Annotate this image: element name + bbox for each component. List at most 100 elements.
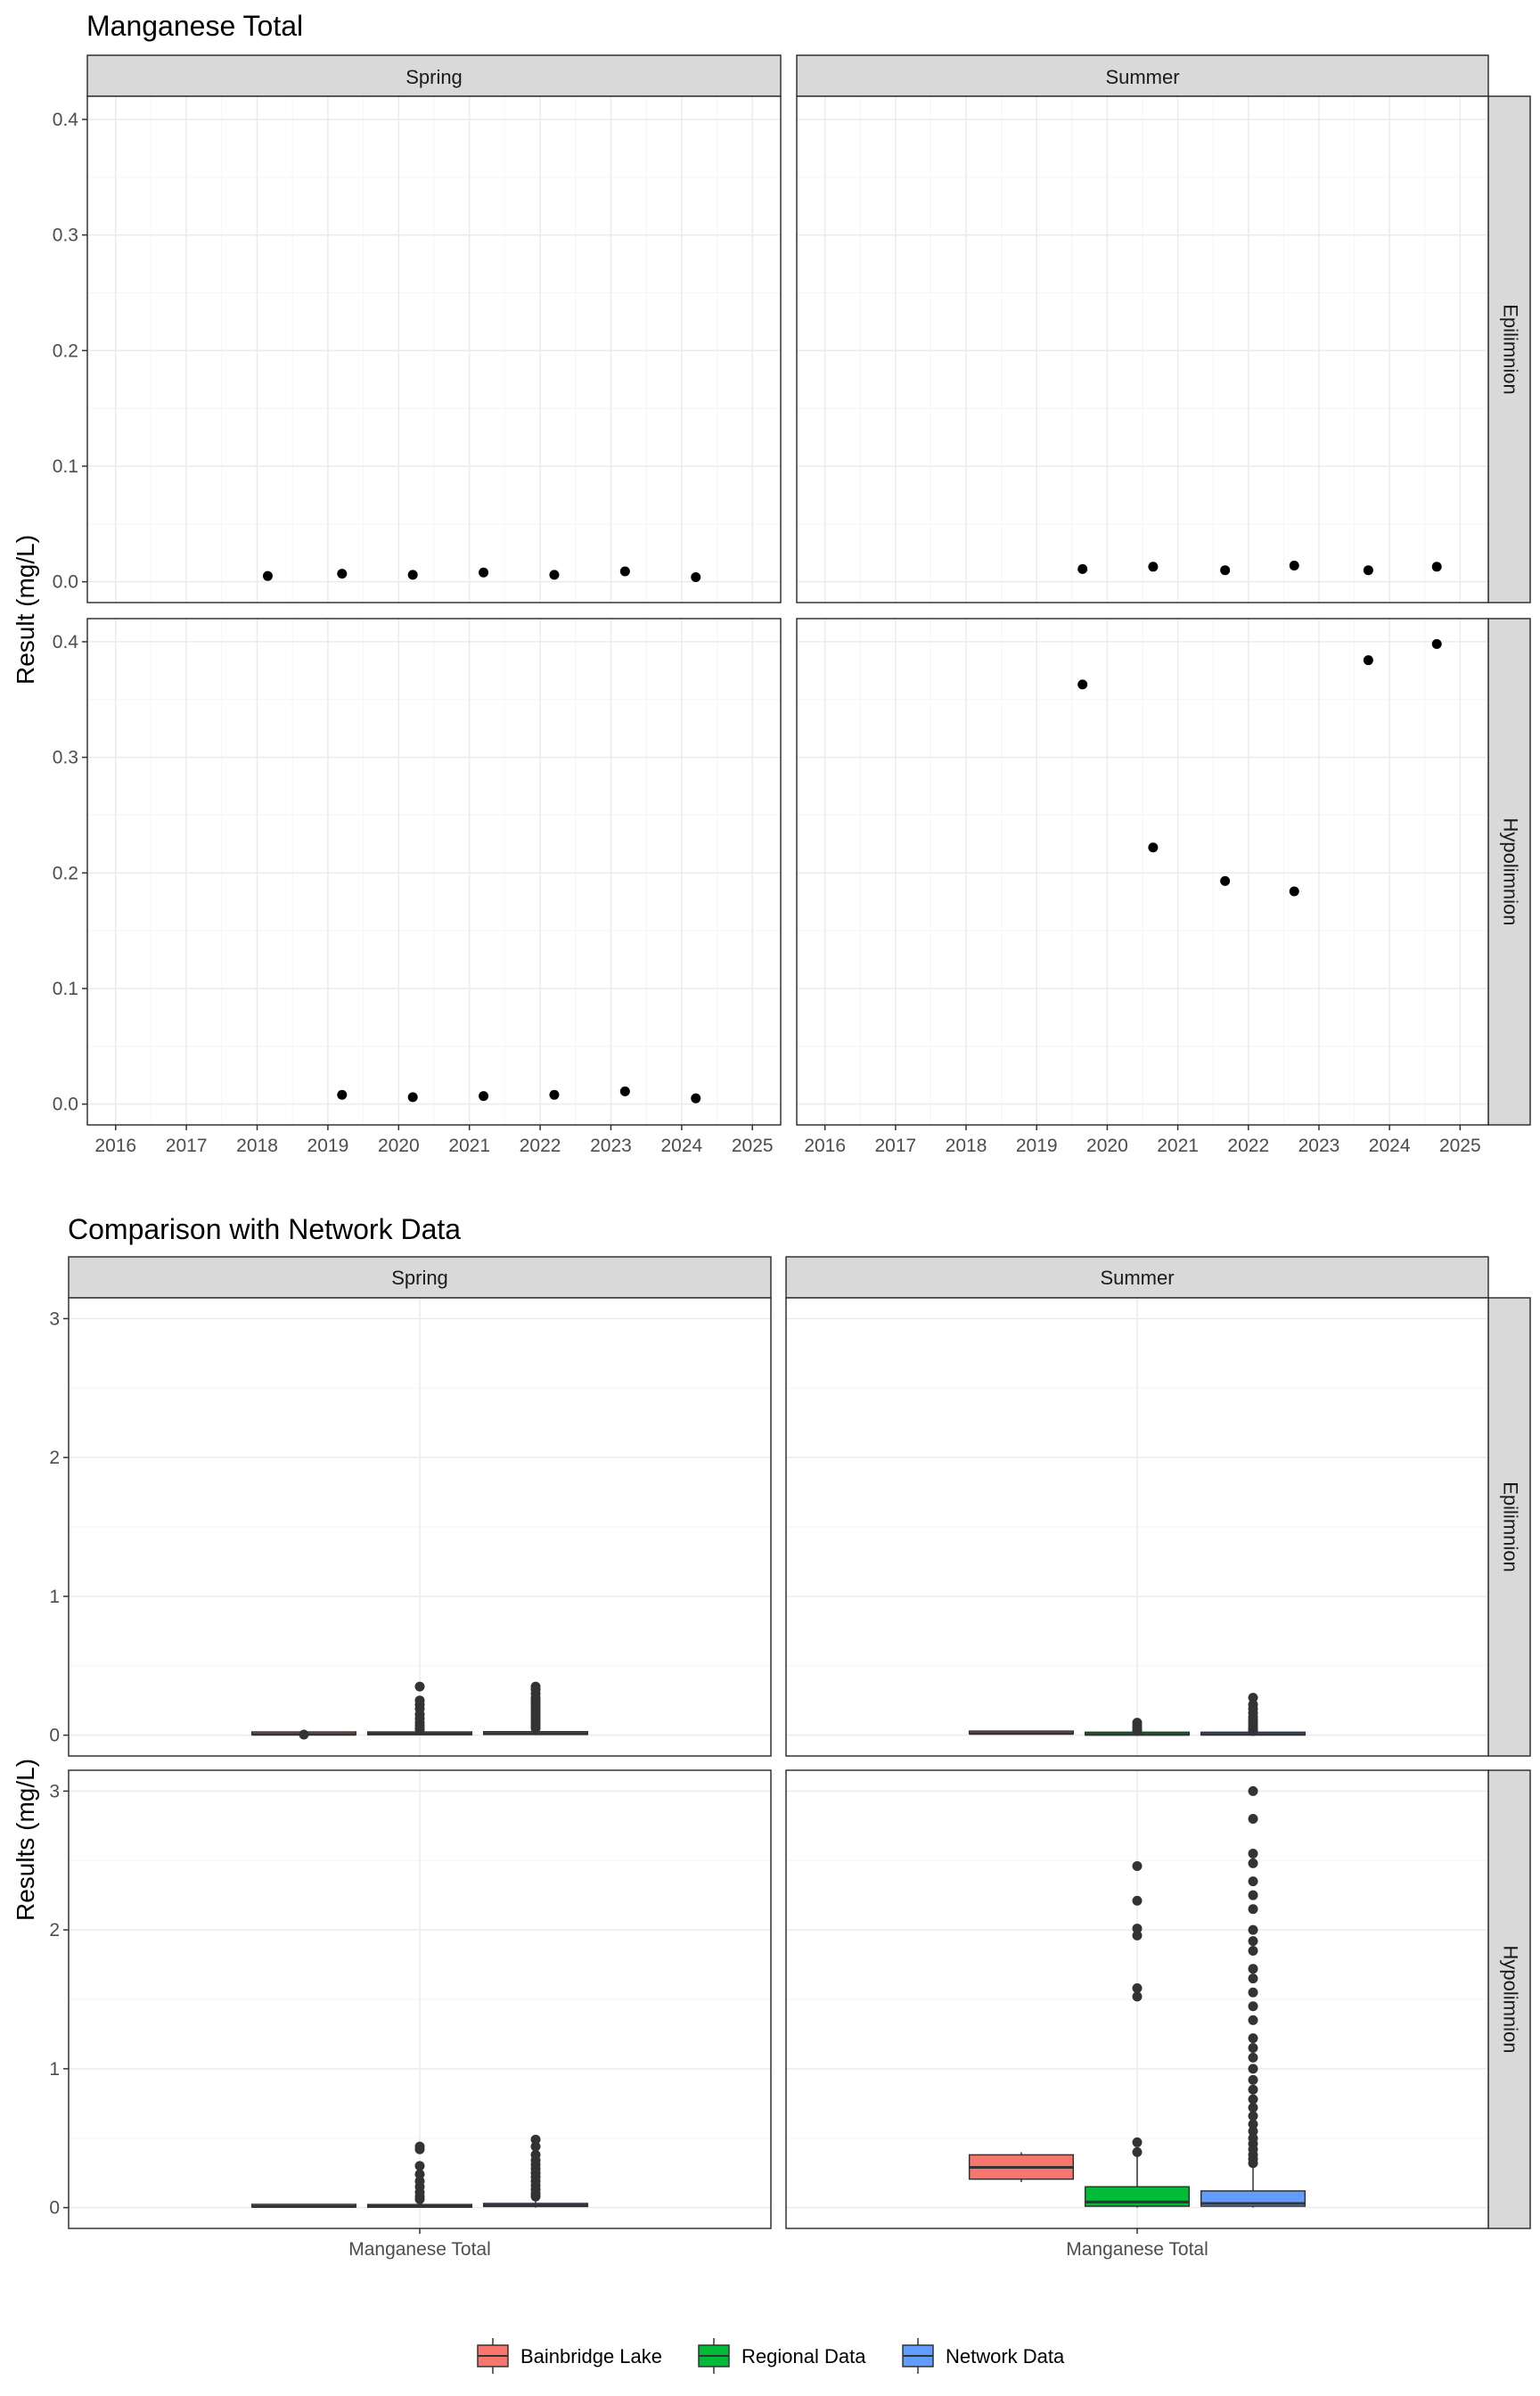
y-tick-label: 0.4 — [53, 110, 79, 130]
chart1-ylabel: Result (mg/L) — [12, 535, 39, 685]
y-tick-label: 0.3 — [53, 226, 78, 246]
box-outlier — [1248, 2126, 1258, 2137]
box-outlier — [1132, 1924, 1143, 1934]
panel-spring-epilimnion: 0.0 0.1 0.2 0.3 0.4 — [53, 95, 782, 603]
strip-right-0 — [1487, 1297, 1531, 1757]
y-tick-label: 1 — [49, 1587, 60, 1607]
box-outlier — [1248, 2102, 1258, 2113]
box-outlier — [1248, 1945, 1258, 1956]
y-tick-label: 0.1 — [53, 979, 78, 999]
y-tick-label: 0.3 — [53, 748, 78, 768]
x-tick-label: 2024 — [660, 1136, 702, 1156]
x-tick-label: 2019 — [1016, 1136, 1058, 1156]
panel-summer-hypolimnion: Manganese Total — [785, 1769, 1489, 2260]
box-outlier — [414, 1724, 425, 1735]
panel-border — [86, 95, 782, 603]
box-outlier — [414, 2144, 425, 2154]
x-tick-label: Manganese Total — [1066, 2239, 1208, 2260]
panel-border — [796, 618, 1489, 1126]
panel-spring-hypolimnion: 0 1 2 3 Manganese Total — [49, 1769, 772, 2260]
x-tick-label: 2025 — [1439, 1136, 1481, 1156]
y-tick-label: 0.0 — [53, 1095, 78, 1115]
x-tick-label: 2022 — [520, 1136, 561, 1156]
x-tick-label: 2021 — [448, 1136, 490, 1156]
data-point — [407, 570, 418, 580]
box-outlier — [1248, 1726, 1258, 1736]
box-outlier — [1248, 2094, 1258, 2105]
chart1-plot-area: Spring SummerEpilimnionHypolimnion0.00.10… — [53, 54, 1531, 1156]
x-tick-label: 2017 — [874, 1136, 916, 1156]
x-tick-label: 2016 — [94, 1136, 136, 1156]
box-outlier — [1248, 1693, 1258, 1703]
panel-summer-epilimnion — [785, 1297, 1489, 1757]
x-tick-label: 2016 — [804, 1136, 846, 1156]
y-tick-label: 0.0 — [53, 572, 78, 593]
panel-border — [86, 618, 782, 1126]
data-point — [1431, 639, 1442, 650]
data-point — [337, 1089, 348, 1100]
strip-right-0 — [1487, 95, 1531, 603]
box-outlier — [530, 2141, 541, 2152]
box-outlier — [1132, 2137, 1143, 2147]
legend-item: Network Data — [902, 2338, 1065, 2374]
box-outlier — [1132, 1895, 1143, 1906]
box-outlier — [1132, 1726, 1143, 1736]
y-tick-label: 0 — [49, 2198, 60, 2219]
box-outlier — [1132, 1983, 1143, 1994]
box-outlier — [1248, 2043, 1258, 2054]
box-outlier — [1248, 1858, 1258, 1868]
panel-spring-epilimnion: 0 1 2 3 — [49, 1297, 772, 1757]
y-tick-label: 2 — [49, 1448, 60, 1468]
panel-summer-hypolimnion: 2016 2017 2018 2019 2020 2021 2022 2023 2024 2025 — [796, 618, 1489, 1156]
box-outlier — [530, 1723, 541, 1734]
box-outlier — [1248, 1936, 1258, 1947]
box-outlier — [1248, 1848, 1258, 1859]
y-tick-label: 1 — [49, 2059, 60, 2080]
box-outlier — [1248, 1924, 1258, 1935]
data-point — [1220, 565, 1231, 576]
legend-item: Regional Data — [698, 2338, 866, 2374]
data-point — [549, 1089, 560, 1100]
data-point — [479, 1091, 489, 1102]
panel-summer-epilimnion — [796, 95, 1489, 603]
box-outlier — [1248, 1964, 1258, 1974]
panel-border — [796, 95, 1489, 603]
box-outlier — [1248, 1785, 1258, 1796]
legend-item: Bainbridge Lake — [477, 2338, 662, 2374]
data-point — [691, 1093, 701, 1104]
box-outlier — [414, 1681, 425, 1692]
legend-label: Bainbridge Lake — [520, 2345, 662, 2367]
data-point — [1148, 842, 1159, 853]
x-tick-label: Manganese Total — [348, 2239, 491, 2260]
data-point — [1289, 886, 1299, 897]
strip-top-label-0: Spring — [391, 1267, 448, 1289]
x-tick-label: 2020 — [378, 1136, 420, 1156]
data-point — [479, 567, 489, 578]
box-outlier — [1132, 1860, 1143, 1871]
y-tick-label: 0.2 — [53, 341, 78, 361]
data-point — [619, 1086, 630, 1096]
strip-right-1 — [1487, 618, 1531, 1126]
box-outlier — [414, 2161, 425, 2171]
x-tick-label: 2018 — [946, 1136, 987, 1156]
data-point — [1363, 655, 1373, 666]
data-point — [1077, 563, 1088, 574]
strip-right-1 — [1487, 1769, 1531, 2229]
box-outlier — [1248, 2111, 1258, 2121]
box-outlier — [1248, 2064, 1258, 2074]
data-point — [262, 570, 273, 581]
box-outlier — [414, 2169, 425, 2179]
box-outlier — [1248, 1987, 1258, 1998]
data-point — [337, 569, 348, 579]
box-outlier — [530, 2191, 541, 2202]
data-point — [1148, 562, 1159, 572]
data-point — [1289, 561, 1299, 571]
data-point — [691, 571, 701, 582]
x-tick-label: 2017 — [166, 1136, 208, 1156]
strip-top-1 — [796, 54, 1489, 97]
box-outlier — [1248, 1904, 1258, 1915]
data-point — [1363, 565, 1373, 576]
strip-top-0 — [86, 54, 782, 97]
box-outlier — [1248, 2084, 1258, 2095]
